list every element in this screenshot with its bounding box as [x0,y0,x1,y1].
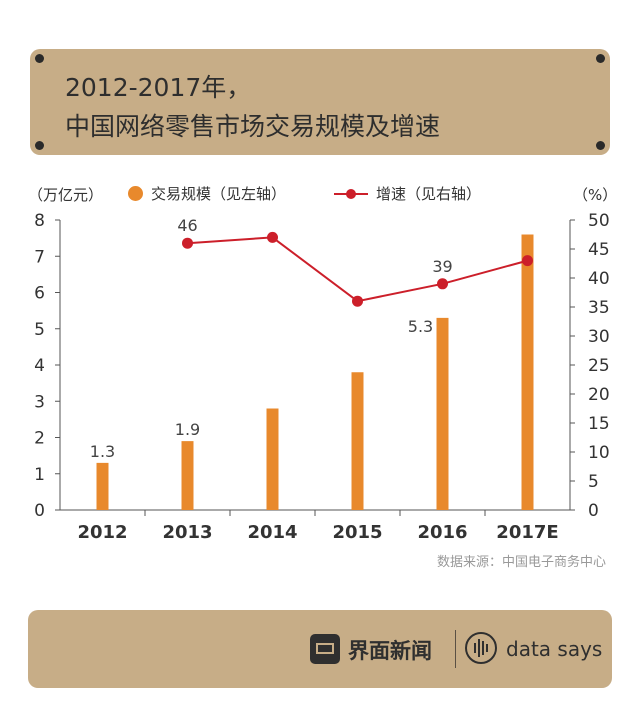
legend-line-series: 增速（见右轴） [334,183,481,204]
legend-line-swatch [334,187,368,201]
legend-bar-label: 交易规模（见左轴） [151,185,287,203]
line-point-2017E [522,255,533,267]
right-tick-label: 10 [588,443,610,463]
x-tick-label: 2013 [162,522,212,543]
data-says-logo-icon [465,632,497,664]
right-tick-label: 25 [588,356,610,376]
line-point-2014 [267,231,278,243]
legend-line-label: 增速（见右轴） [376,185,482,203]
left-tick-label: 1 [34,465,45,485]
data-source: 数据来源：中国电子商务中心 [436,555,606,570]
bar-data-label: 1.9 [175,420,200,439]
partner-name: data says [506,637,603,661]
footer-panel: 界面新闻 data says [28,610,612,688]
bar-data-label: 5.3 [408,317,433,336]
bar-data-label: 1.3 [90,442,115,461]
right-tick-label: 45 [588,240,610,260]
x-tick-label: 2012 [77,522,127,543]
chart-title-line2: 中国网络零售市场交易规模及增速 [65,112,441,141]
bar-2012 [96,462,109,510]
right-tick-label: 5 [588,472,599,492]
right-axis-unit: （%） [573,186,618,204]
line-data-label: 39 [432,257,452,276]
line-point-2015 [352,295,363,307]
brand-name: 界面新闻 [348,639,432,663]
right-tick-label: 0 [588,501,599,521]
line-data-label: 46 [177,216,197,235]
x-tick-label: 2017E [496,522,558,543]
line-point-2013 [182,237,193,249]
right-tick-label: 30 [588,327,610,347]
corner-dot [35,54,44,63]
left-tick-label: 7 [34,247,45,267]
x-tick-label: 2014 [247,522,297,543]
corner-dot [596,54,605,63]
bar-2013 [181,441,194,510]
left-axis-unit: （万亿元） [28,186,104,204]
bar-2015 [351,372,364,510]
left-tick-label: 3 [34,392,45,412]
footer-divider [455,630,456,668]
line-growth-rate [187,236,528,303]
left-tick-label: 5 [34,320,45,340]
right-tick-label: 50 [588,211,610,231]
left-tick-label: 4 [34,356,45,376]
right-tick-label: 40 [588,269,610,289]
line-point-2016 [437,278,448,290]
chart-title-line1: 2012-2017年， [65,73,252,102]
left-tick-label: 6 [34,284,45,304]
right-tick-label: 35 [588,298,610,318]
bar-2014 [266,408,279,510]
bar-2017E [521,234,534,510]
x-tick-label: 2016 [417,522,467,543]
corner-dot [35,141,44,150]
right-tick-label: 20 [588,385,610,405]
corner-dot [596,141,605,150]
left-tick-label: 8 [34,211,45,231]
left-tick-label: 0 [34,501,45,521]
legend-bar-series: 交易规模（见左轴） [128,183,286,204]
jiemian-logo-icon [310,634,340,664]
x-tick-label: 2015 [332,522,382,543]
legend-bar-swatch [128,186,143,201]
bar-2016 [436,317,449,510]
title-panel: 2012-2017年， 中国网络零售市场交易规模及增速 [30,49,610,155]
left-tick-label: 2 [34,429,45,449]
right-tick-label: 15 [588,414,610,434]
